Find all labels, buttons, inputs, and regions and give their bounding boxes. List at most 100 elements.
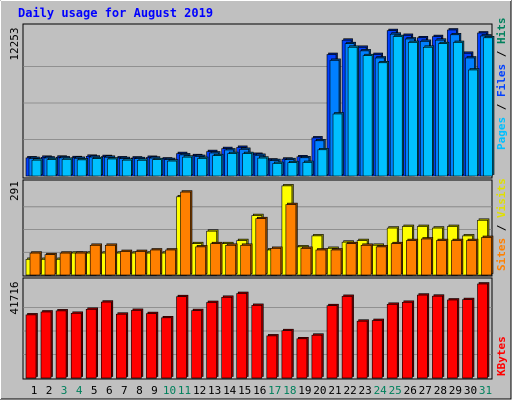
hits-bar-pages — [182, 156, 192, 177]
kbytes-bar-kbytes — [386, 303, 398, 379]
hits-bar-pages — [332, 113, 343, 177]
hits-bar-pages — [107, 158, 117, 177]
visits-bar-sites — [285, 204, 297, 276]
kbytes-bar-kbytes — [296, 338, 308, 379]
day-label: 12 — [193, 384, 206, 397]
day-label: 3 — [61, 384, 68, 397]
kbytes-bar-kbytes — [447, 299, 458, 379]
svg-text:KBytes: KBytes — [495, 336, 508, 376]
legend-kbytes: KBytes — [495, 336, 508, 376]
hits-panel: 12253 Pages / Files / Hits — [8, 18, 508, 179]
hits-bar-pages — [287, 162, 298, 177]
visits-bar-sites — [420, 238, 432, 276]
visits-bar-sites — [195, 246, 206, 276]
day-label: 8 — [136, 384, 143, 397]
kbytes-bar-kbytes — [371, 320, 383, 379]
kbytes-bar-kbytes — [341, 296, 353, 379]
visits-bar-sites — [436, 240, 447, 276]
day-label: 19 — [298, 384, 311, 397]
hits-bar-pages — [302, 162, 313, 177]
kbytes-bar-kbytes — [236, 293, 247, 379]
day-label: 25 — [389, 384, 402, 397]
day-label: 16 — [253, 384, 266, 397]
kbytes-bar-kbytes — [251, 305, 263, 379]
hits-bar-pages — [242, 153, 252, 177]
day-label: 29 — [449, 384, 462, 397]
kbytes-bar-kbytes — [281, 330, 293, 379]
visits-bar-sites — [225, 245, 236, 276]
visits-bar-sites — [481, 237, 492, 276]
day-label: 6 — [106, 384, 113, 397]
legend-pages: Pages — [495, 117, 508, 150]
day-label: 20 — [313, 384, 326, 397]
kbytes-ymax-label: 41716 — [8, 281, 21, 314]
visits-bar-sites — [345, 243, 357, 276]
day-label: 28 — [434, 384, 447, 397]
day-label: 14 — [223, 384, 237, 397]
visits-bar-sites — [300, 248, 312, 276]
day-label: 7 — [121, 384, 128, 397]
hits-bar-pages — [422, 46, 433, 177]
visits-legend: Sites / Visits — [495, 178, 508, 271]
day-label: 23 — [358, 384, 371, 397]
visits-bar-sites — [375, 246, 387, 276]
hits-bar-pages — [167, 160, 177, 177]
hits-bar-pages — [362, 55, 373, 177]
visits-bar-sites — [405, 240, 417, 276]
visits-bar-sites — [105, 245, 116, 276]
visits-bar-sites — [240, 245, 251, 276]
hits-bar-pages — [407, 42, 418, 177]
visits-bar-sites — [74, 252, 86, 276]
visits-bar-sites — [135, 251, 146, 276]
kbytes-bar-kbytes — [432, 295, 443, 379]
visits-bar-sites — [120, 251, 131, 276]
kbytes-bar-kbytes — [266, 335, 278, 379]
visits-bar-sites — [466, 240, 477, 276]
kbytes-panel: 41716 KBytes — [8, 277, 508, 380]
kbytes-bar-kbytes — [356, 320, 368, 379]
kbytes-bar-kbytes — [477, 283, 488, 379]
visits-bar-sites — [29, 252, 41, 276]
hits-bar-pages — [46, 159, 57, 177]
hits-legend: Pages / Files / Hits — [495, 18, 508, 151]
kbytes-bar-kbytes — [191, 310, 202, 379]
kbytes-bar-kbytes — [101, 301, 112, 379]
day-label: 10 — [163, 384, 176, 397]
visits-bar-sites — [360, 245, 372, 276]
hits-bar-pages — [483, 37, 493, 177]
kbytes-legend: KBytes — [495, 336, 508, 376]
visits-panel: 291 Sites / Visits — [8, 178, 508, 277]
visits-bar-sites — [270, 248, 282, 276]
visits-bar-sites — [44, 254, 56, 276]
visits-bar-sites — [165, 249, 176, 276]
kbytes-bar-kbytes — [416, 294, 428, 379]
day-label: 11 — [178, 384, 191, 397]
kbytes-bar-kbytes — [70, 312, 82, 379]
hits-bar-pages — [468, 69, 478, 177]
legend-files: Files — [495, 64, 508, 97]
legend-hits: Hits — [495, 18, 508, 45]
day-label: 22 — [343, 384, 356, 397]
kbytes-bar-kbytes — [206, 302, 217, 379]
visits-bar-sites — [150, 249, 161, 276]
hits-bar-pages — [122, 159, 132, 177]
day-label: 2 — [46, 384, 53, 397]
hits-bar-pages — [197, 158, 207, 177]
day-label: 24 — [374, 384, 388, 397]
visits-ymax-label: 291 — [8, 181, 21, 201]
hits-bar-pages — [317, 149, 328, 177]
visits-bar-sites — [390, 243, 402, 276]
hits-bar-pages — [76, 159, 87, 177]
kbytes-bar-kbytes — [462, 299, 473, 379]
day-label: 13 — [208, 384, 221, 397]
hits-ymax-label: 12253 — [8, 27, 21, 60]
kbytes-bar-kbytes — [161, 317, 172, 379]
day-label: 4 — [76, 384, 83, 397]
hits-bar-pages — [227, 153, 237, 177]
hits-bar-pages — [31, 159, 42, 177]
day-label: 31 — [479, 384, 492, 397]
day-label: 26 — [404, 384, 417, 397]
hits-bar-pages — [137, 160, 147, 177]
hits-bar-pages — [377, 62, 388, 177]
